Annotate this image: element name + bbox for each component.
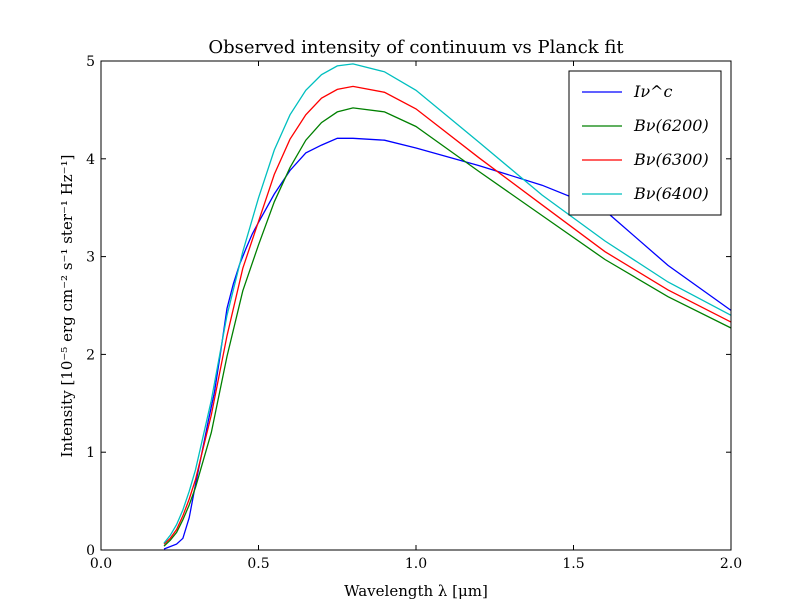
chart-title: Observed intensity of continuum vs Planc… <box>208 37 624 58</box>
legend-box <box>568 70 722 216</box>
y-axis-title: Intensity [10⁻⁵ erg cm⁻² s⁻¹ ster⁻¹ Hz⁻¹… <box>58 155 76 458</box>
legend-label-4: Bν(6400) <box>633 184 709 203</box>
legend: Iν^c Bν(6200) Bν(6300) Bν(6400) <box>568 70 722 216</box>
y-tick-label: 5 <box>86 54 95 70</box>
x-tick-label: 1.5 <box>562 556 584 572</box>
y-tick-label: 3 <box>86 250 95 266</box>
y-tick-label: 2 <box>86 347 95 363</box>
series-line-3 <box>163 85 732 545</box>
series-line-4 <box>163 63 732 544</box>
legend-label-1: Iν^c <box>633 82 672 101</box>
y-tick-label: 1 <box>86 445 95 461</box>
x-axis-title: Wavelength λ [μm] <box>344 582 488 600</box>
legend-label-2: Bν(6200) <box>633 116 709 135</box>
x-tick-label: 0.5 <box>247 556 269 572</box>
x-tick-label: 2.0 <box>720 556 742 572</box>
y-tick-label: 0 <box>86 543 95 559</box>
legend-label-3: Bν(6300) <box>633 150 709 169</box>
x-tick-label: 1.0 <box>405 556 427 572</box>
series-line-2 <box>163 107 732 547</box>
y-tick-label: 4 <box>86 152 95 168</box>
x-tick-label: 0.0 <box>90 556 112 572</box>
